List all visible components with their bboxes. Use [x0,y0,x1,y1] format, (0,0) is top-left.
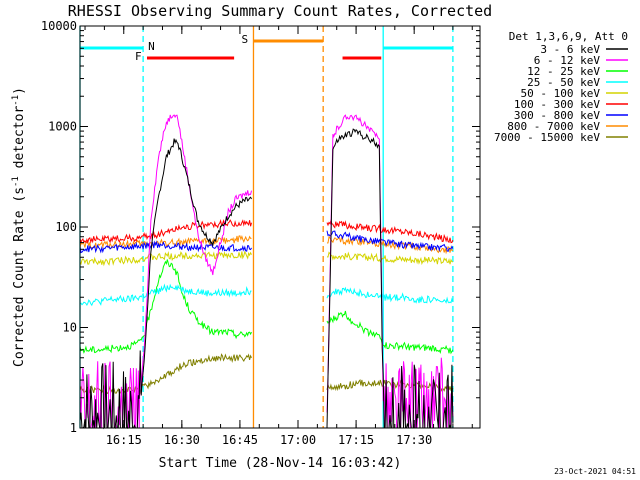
timestamp: 23-Oct-2021 04:51 [554,467,636,476]
series-line-0 [79,138,252,430]
x-tick-label: 17:30 [396,433,432,447]
series-line-3 [326,286,454,304]
axis-layer: 16:15 16:30 16:45 17:00 17:15 17:30 1 10 100 1000… [41,19,480,447]
saa-label: S [241,33,248,46]
y-tick-label: 100 [55,220,77,234]
series-line-2 [326,310,454,355]
y-tick-label: 1 [70,421,77,435]
x-tick-label: 17:00 [280,433,316,447]
night-label: N [148,40,155,53]
legend-title: Det 1,3,6,9, Att 0 [509,30,628,43]
legend-entry-label: 50 - 100 keV [521,87,601,100]
x-tick-label: 17:15 [338,433,374,447]
series-line-0 [326,128,454,429]
y-axis-label-mid: detector [12,106,27,177]
legend-entry-label: 6 - 12 keV [534,54,601,67]
legend-entry-label: 7000 - 15000 keV [494,131,600,144]
y-axis-label: Corrected Count Rate (s-1 detector-1) [11,87,27,367]
series-line-3 [79,283,252,307]
series-line-4 [79,250,252,267]
legend-entry-label: 300 - 800 keV [514,109,600,122]
x-tick-label: 16:15 [106,433,142,447]
series-layer [79,114,454,430]
x-tick-label: 16:45 [222,433,258,447]
y-axis-label-exp2: -1 [11,95,21,106]
y-tick-label: 1000 [48,120,77,134]
x-tick-label: 16:30 [164,433,200,447]
legend-entry-label: 800 - 7000 keV [507,120,600,133]
series-line-1 [79,114,252,429]
legend-entry-label: 3 - 6 keV [540,43,600,56]
flare-label: F [135,50,142,63]
annotation-layer: NF S [79,26,454,428]
series-line-8 [79,353,252,395]
series-line-4 [326,251,454,266]
y-tick-label: 10 [63,321,77,335]
series-line-2 [79,259,252,354]
series-line-1 [326,114,454,429]
y-tick-label: 10000 [41,19,77,33]
y-axis-label-main: Corrected Count Rate (s [12,187,27,367]
legend-entry-label: 25 - 50 keV [527,76,600,89]
series-line-6 [79,240,252,254]
chart-title: RHESSI Observing Summary Count Rates, Co… [68,2,492,20]
y-axis-label-exp1: -1 [11,176,21,187]
x-axis-label: Start Time (28-Nov-14 16:03:42) [159,456,402,471]
legend-entry-label: 12 - 25 keV [527,65,600,78]
legend-entry-label: 100 - 300 keV [514,98,600,111]
series-line-5 [79,219,252,245]
series-line-5 [326,218,454,244]
y-axis-label-end: ) [12,87,27,95]
series-line-6 [326,230,454,253]
